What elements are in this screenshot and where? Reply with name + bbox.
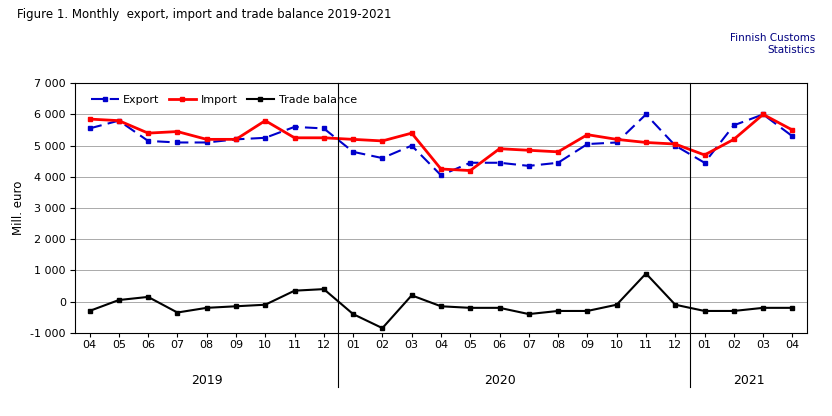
Legend: Export, Import, Trade balance: Export, Import, Trade balance: [87, 91, 360, 108]
Text: 2020: 2020: [483, 374, 515, 387]
Text: Figure 1. Monthly  export, import and trade balance 2019-2021: Figure 1. Monthly export, import and tra…: [17, 8, 391, 21]
Text: 2019: 2019: [191, 374, 222, 387]
Text: Finnish Customs
Statistics: Finnish Customs Statistics: [730, 33, 815, 55]
Text: 2021: 2021: [733, 374, 765, 387]
Y-axis label: Mill. euro: Mill. euro: [12, 181, 25, 235]
